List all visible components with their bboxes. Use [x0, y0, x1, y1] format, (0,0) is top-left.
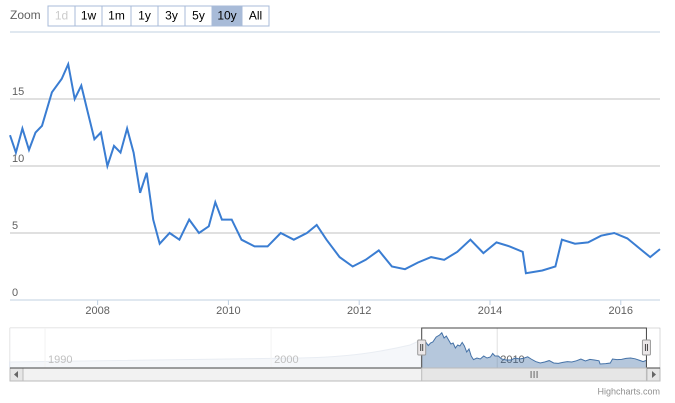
navigator-handle[interactable]: [641, 339, 651, 356]
zoom-button-label: 1y: [138, 9, 151, 23]
y-tick-label: 5: [12, 220, 18, 232]
navigator-handle[interactable]: [417, 339, 427, 356]
navigator-tick-label: 2010: [500, 354, 524, 366]
zoom-label: Zoom: [10, 8, 41, 22]
y-tick-label: 0: [12, 287, 18, 299]
price-line: [9, 60, 661, 275]
y-tick-label: 15: [12, 86, 24, 98]
arrow-left: [14, 371, 18, 378]
x-tick-label: 2008: [85, 305, 109, 317]
zoom-button[interactable]: [241, 5, 270, 27]
zoom-button-label: 5y: [192, 9, 205, 23]
zoom-button-label: 1d: [55, 9, 68, 23]
navigator-line: [421, 331, 647, 365]
zoom-button-label: 3y: [165, 9, 178, 23]
credits[interactable]: Highcharts.com: [597, 386, 660, 396]
navigator-area: [421, 332, 647, 368]
zoom-button-label: All: [249, 9, 262, 23]
x-tick-label: 2010: [216, 305, 240, 317]
zoom-button-label: 10y: [217, 9, 236, 23]
arrow-right: [652, 371, 656, 378]
y-tick-label: 10: [12, 153, 24, 165]
zoom-button-label: 1m: [108, 9, 125, 23]
zoom-button-label: 1w: [81, 9, 97, 23]
x-tick-label: 2014: [478, 305, 502, 317]
x-tick-label: 2016: [609, 305, 633, 317]
x-tick-label: 2012: [347, 305, 371, 317]
navigator-mask: [10, 328, 422, 368]
